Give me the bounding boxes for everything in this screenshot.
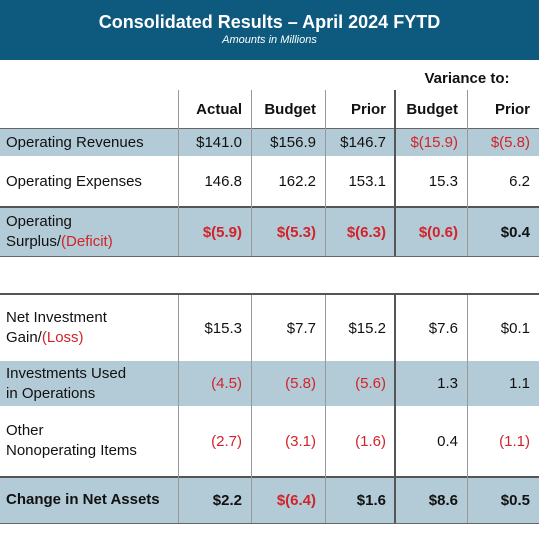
divider [0, 523, 539, 524]
table-row-investments-used: Investments Used in Operations (4.5) (5.… [0, 361, 539, 406]
cell-variance-budget: 0.4 [437, 432, 458, 450]
row-label-line2: Gain/(Loss) [6, 328, 84, 348]
report-header: Consolidated Results – April 2024 FYTD A… [0, 0, 539, 60]
column-divider [467, 295, 468, 523]
row-label: Operating Expenses [6, 172, 142, 190]
cell-budget: (3.1) [285, 432, 316, 450]
cell-variance-prior: $(5.8) [490, 134, 530, 151]
cell-prior: 153.1 [348, 173, 386, 190]
report-subtitle: Amounts in Millions [222, 34, 317, 46]
cell-variance-prior: $0.5 [500, 491, 530, 509]
variance-heading: Variance to: [424, 70, 510, 87]
column-divider [251, 90, 252, 256]
cell-budget: $156.9 [270, 134, 316, 151]
row-label-line2: Nonoperating Items [6, 442, 137, 459]
cell-budget: $(6.4) [276, 491, 316, 509]
cell-actual: 146.8 [204, 173, 242, 190]
cell-prior: $(6.3) [346, 223, 386, 241]
cell-variance-prior: $0.4 [500, 223, 530, 241]
cell-variance-budget: $7.6 [428, 319, 458, 337]
cell-variance-prior: (1.1) [499, 432, 530, 450]
cell-actual: (2.7) [211, 432, 242, 450]
col-header-budget: Budget [264, 100, 316, 118]
column-divider [178, 90, 179, 256]
row-label-line2: in Operations [6, 384, 96, 402]
column-divider [325, 295, 326, 523]
cell-variance-prior: $0.1 [500, 319, 530, 337]
report-title: Consolidated Results – April 2024 FYTD [98, 12, 441, 32]
divider [0, 256, 539, 257]
cell-prior: (1.6) [355, 432, 386, 450]
column-divider [394, 295, 396, 523]
cell-actual: $15.3 [204, 319, 242, 337]
row-label: Change in Net Assets [6, 491, 160, 508]
row-label-loss: (Loss) [41, 329, 84, 346]
table-row-operating-revenues: Operating Revenues $141.0 $156.9 $146.7 … [0, 129, 539, 156]
row-label-line1: Net Investment [6, 309, 107, 326]
row-label: Investments Used in Operations [0, 361, 178, 406]
row-label: Net Investment Gain/(Loss) [0, 295, 178, 361]
table-row-change-net-assets: Change in Net Assets $2.2 $(6.4) $1.6 $8… [0, 477, 539, 523]
cell-budget: (5.8) [285, 375, 316, 392]
cell-variance-budget: $(0.6) [418, 223, 458, 241]
cell-variance-budget: 1.3 [437, 375, 458, 392]
cell-actual: (4.5) [211, 375, 242, 392]
cell-budget: $(5.3) [276, 223, 316, 241]
column-divider [178, 295, 179, 523]
cell-variance-prior: 6.2 [509, 173, 530, 190]
divider [0, 476, 539, 478]
divider [0, 293, 539, 295]
row-label-line1: Operating [6, 213, 72, 230]
row-label-surplus: Surplus/ [6, 233, 62, 250]
col-header-variance-budget: Budget [406, 100, 458, 118]
cell-variance-budget: $(15.9) [410, 134, 458, 151]
table-row-operating-surplus: Operating Surplus/(Deficit) $(5.9) $(5.3… [0, 208, 539, 256]
col-header-prior: Prior [350, 100, 386, 118]
column-divider [325, 90, 326, 256]
column-divider [251, 295, 252, 523]
cell-prior: (5.6) [355, 375, 386, 392]
cell-variance-budget: 15.3 [428, 173, 458, 190]
row-label-deficit: (Deficit) [61, 233, 113, 250]
divider [0, 128, 539, 129]
table-row-other-nonoperating: Other Nonoperating Items (2.7) (3.1) (1.… [0, 406, 539, 476]
col-header-actual: Actual [196, 100, 242, 118]
row-label-gain: Gain/ [6, 329, 42, 346]
row-label-line1: Other [6, 422, 44, 439]
cell-variance-prior: 1.1 [509, 375, 530, 392]
row-label: Other Nonoperating Items [0, 406, 178, 476]
cell-variance-budget: $8.6 [428, 491, 458, 509]
col-header-variance-prior: Prior [494, 100, 530, 118]
row-label: Operating Revenues [6, 133, 144, 151]
cell-prior: $1.6 [356, 491, 386, 509]
table-row-operating-expenses: Operating Expenses 146.8 162.2 153.1 15.… [0, 156, 539, 207]
column-divider [394, 90, 396, 256]
cell-prior: $146.7 [340, 134, 386, 151]
row-label-line1: Investments Used [6, 364, 127, 382]
cell-budget: 162.2 [278, 173, 316, 190]
cell-prior: $15.2 [348, 319, 386, 337]
row-label-line2: Surplus/(Deficit) [6, 232, 113, 252]
table-row-net-investment: Net Investment Gain/(Loss) $15.3 $7.7 $1… [0, 295, 539, 361]
cell-actual: $2.2 [212, 491, 242, 509]
row-label: Operating Surplus/(Deficit) [0, 208, 178, 256]
cell-actual: $141.0 [196, 134, 242, 151]
cell-budget: $7.7 [286, 319, 316, 337]
divider [0, 206, 539, 208]
cell-actual: $(5.9) [202, 223, 242, 241]
column-divider [467, 90, 468, 256]
